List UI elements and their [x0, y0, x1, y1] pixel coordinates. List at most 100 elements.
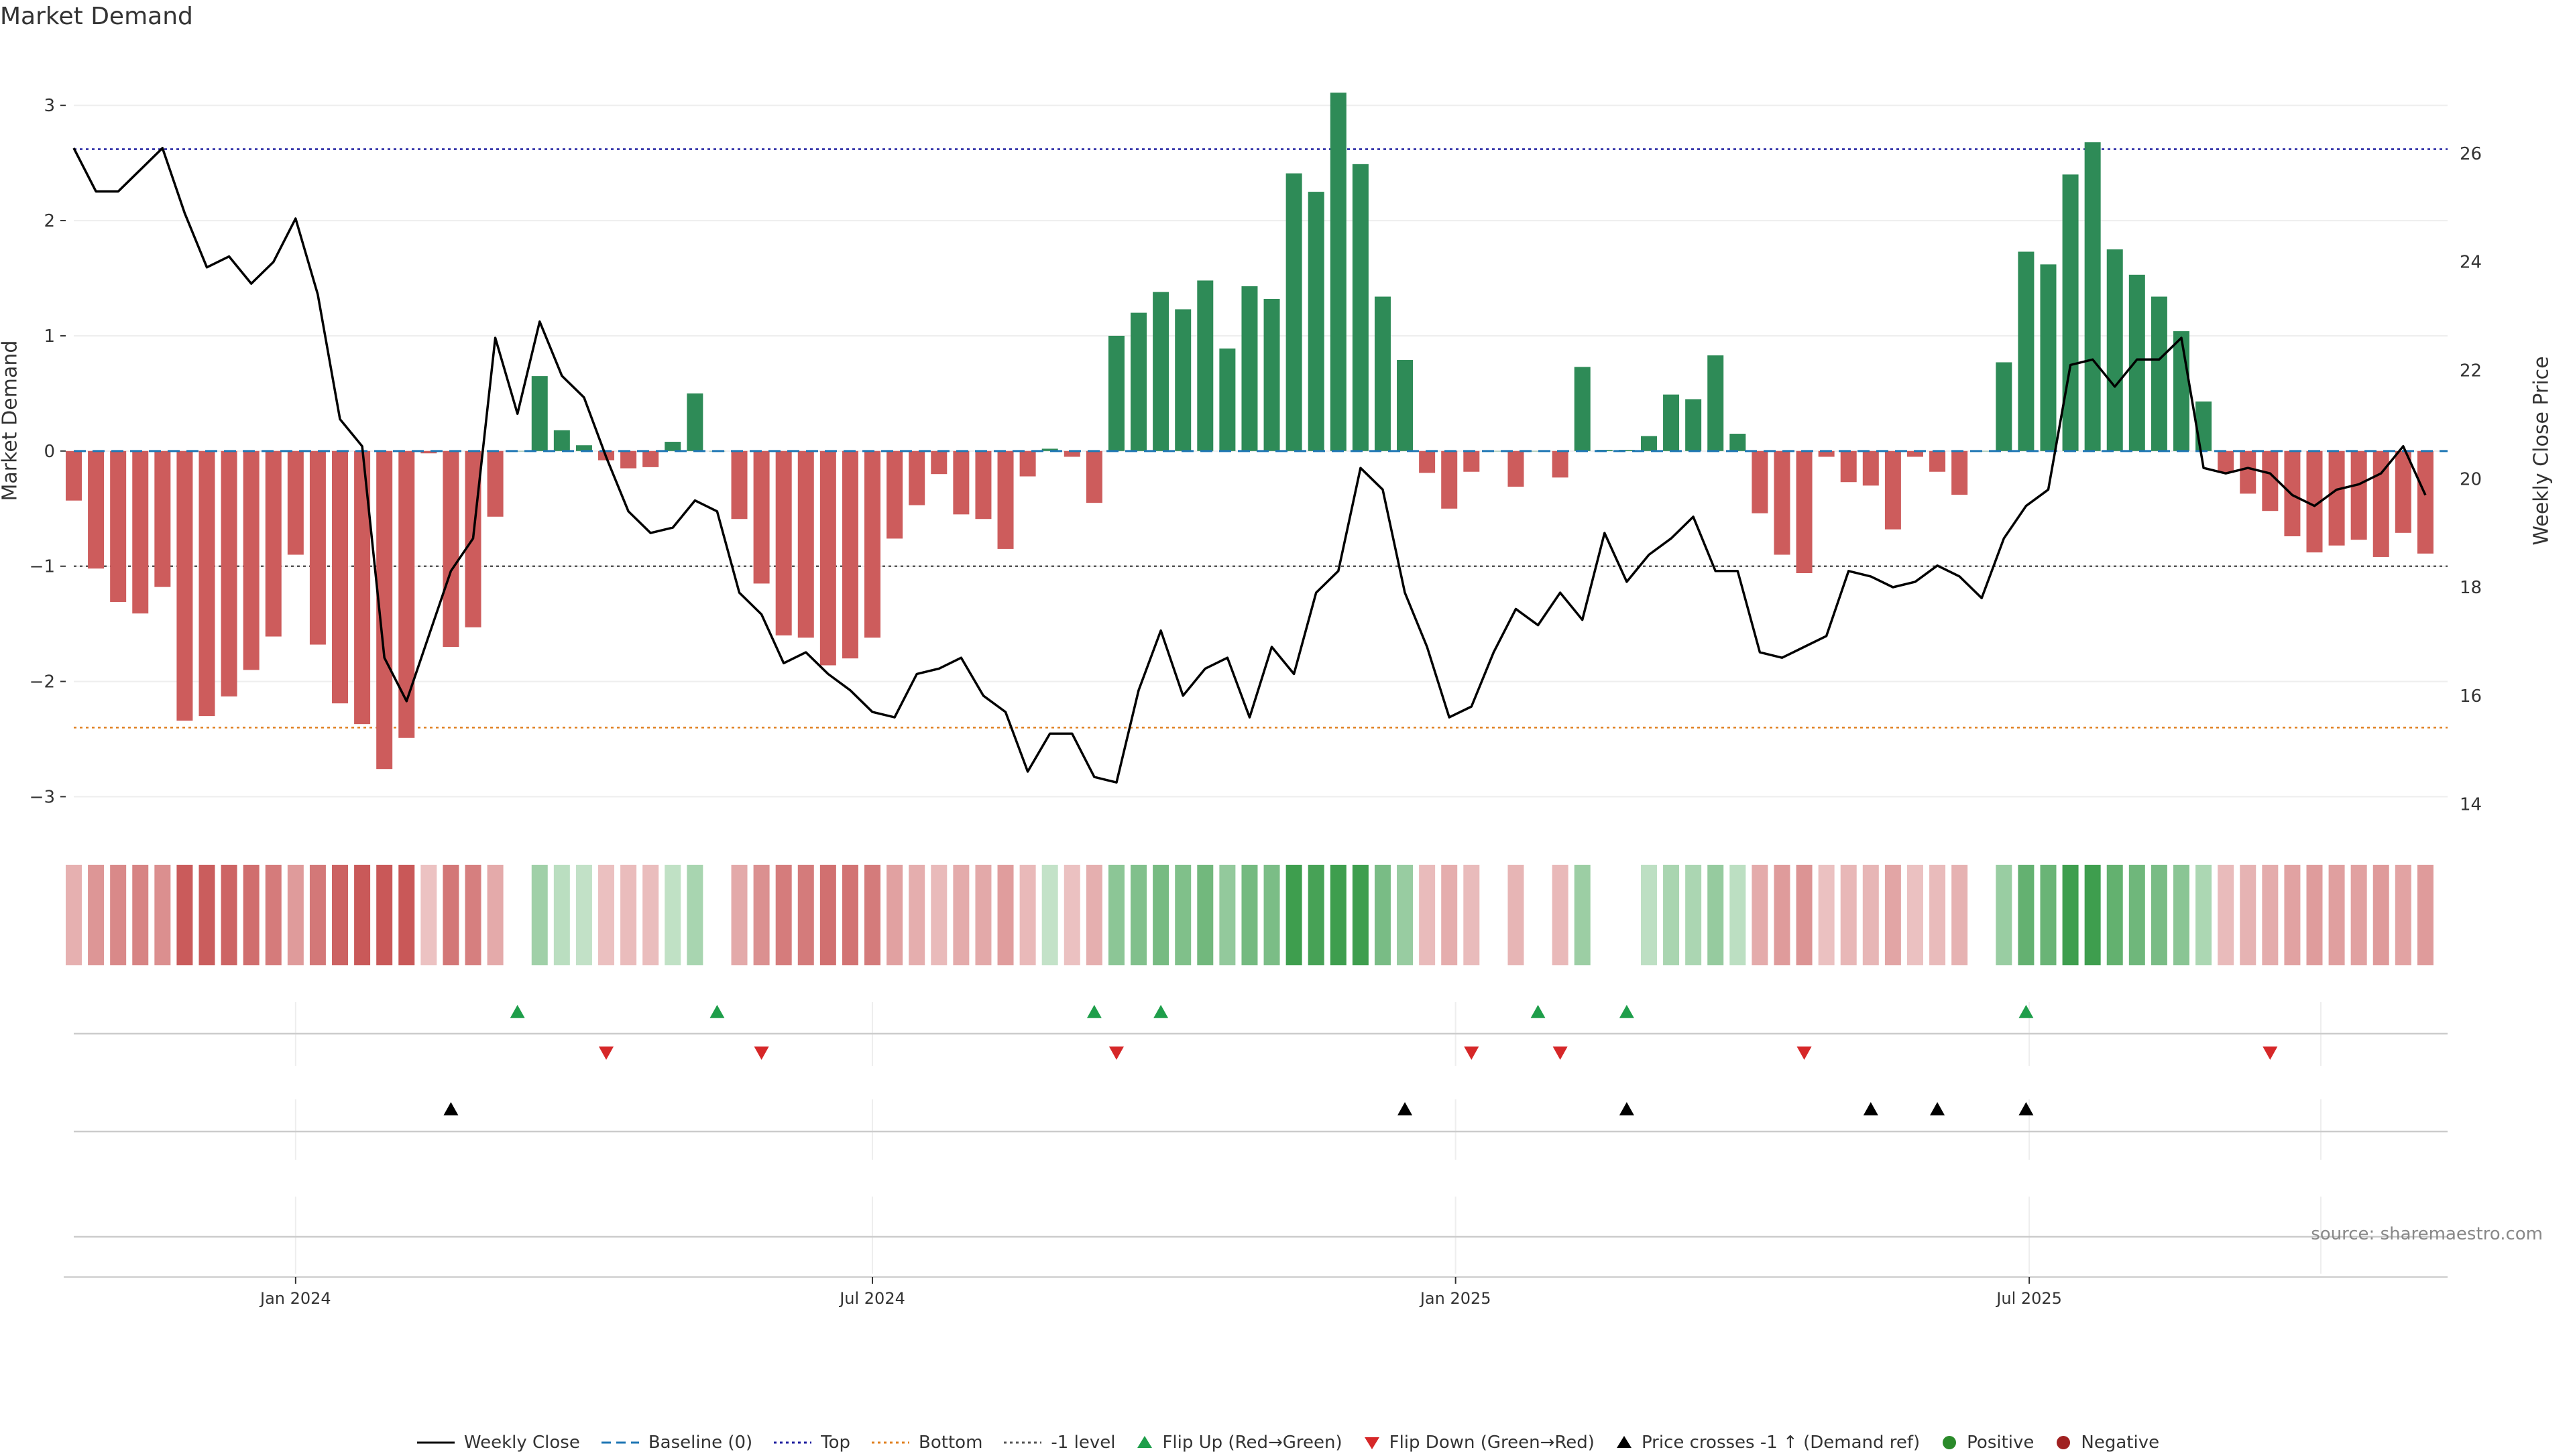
flip-up-marker	[2018, 1005, 2034, 1018]
heat-strip-cell	[1507, 865, 1524, 965]
heat-strip-cell	[1263, 865, 1280, 965]
demand-bar	[1796, 450, 1813, 573]
price-cross-marker	[2018, 1102, 2034, 1115]
legend-swatch-icon	[1137, 1436, 1153, 1448]
heat-strip-cell	[1884, 865, 1901, 965]
price-cross-marker	[1930, 1102, 1945, 1115]
flip-down-marker	[754, 1046, 769, 1060]
heat-strip-cell	[287, 865, 304, 965]
heat-strip-cell	[2040, 865, 2057, 965]
legend-label: Positive	[1967, 1433, 2035, 1453]
heat-strip-cell	[1729, 865, 1746, 965]
flip-up-marker	[510, 1005, 525, 1018]
demand-bar	[1552, 450, 1568, 478]
demand-bar	[997, 450, 1014, 549]
price-cross-marker	[1397, 1102, 1413, 1115]
demand-bar	[1840, 450, 1857, 483]
heat-strip-cell	[2240, 865, 2256, 965]
y-tick-label: 0	[44, 442, 55, 462]
demand-bar	[1131, 312, 1147, 451]
heat-strip-cell	[376, 865, 393, 965]
chart-title: Market Demand	[0, 3, 193, 30]
demand-bar	[1906, 450, 1923, 457]
demand-bar	[2240, 450, 2256, 494]
heat-strip-cell	[1419, 865, 1436, 965]
demand-bar	[154, 450, 171, 587]
heat-strip-cell	[2173, 865, 2189, 965]
demand-bar	[1086, 450, 1102, 503]
heat-strip-cell	[2106, 865, 2123, 965]
demand-bar	[2018, 251, 2035, 451]
demand-bar	[1574, 367, 1591, 451]
demand-bar	[1175, 309, 1192, 451]
heat-strip-cell	[110, 865, 127, 965]
heat-strip-cell	[1064, 865, 1080, 965]
heat-strip-cell	[2195, 865, 2212, 965]
flip-down-marker	[599, 1046, 614, 1060]
demand-bar	[176, 450, 193, 721]
heat-strip-cell	[553, 865, 570, 965]
y2-tick-label: 18	[2460, 578, 2482, 598]
demand-bar	[1352, 164, 1369, 451]
heat-strip-cell	[731, 865, 748, 965]
heat-strip-cell	[221, 865, 237, 965]
demand-bar	[1530, 450, 1546, 452]
demand-bar	[1884, 450, 1901, 530]
legend-swatch-icon	[872, 1441, 910, 1444]
heat-strip-cell	[864, 865, 881, 965]
flip-down-marker	[1108, 1046, 1124, 1060]
heat-strip-cell	[132, 865, 149, 965]
heat-strip-cell	[1397, 865, 1414, 965]
heat-strip-cell	[1818, 865, 1835, 965]
demand-bar	[2128, 274, 2145, 451]
demand-bar	[2062, 174, 2079, 451]
legend-label: Flip Up (Red→Green)	[1162, 1433, 1342, 1453]
demand-bar	[1818, 450, 1835, 457]
legend-item: Price crosses -1 ↑ (Demand ref)	[1615, 1433, 1920, 1453]
y2-tick-label: 22	[2460, 361, 2482, 381]
flip-down-marker	[1464, 1046, 1479, 1060]
demand-bar	[2151, 296, 2167, 451]
demand-bar	[420, 450, 437, 454]
legend-label: -1 level	[1051, 1433, 1116, 1453]
heat-strip-cell	[66, 865, 82, 965]
heat-strip-cell	[2306, 865, 2323, 965]
demand-bar	[1663, 394, 1680, 451]
demand-bar	[931, 450, 948, 475]
heat-strip-cell	[997, 865, 1014, 965]
heat-strip-cell	[1485, 865, 1502, 965]
legend-swatch-icon	[1616, 1436, 1632, 1448]
legend-swatch-icon	[416, 1441, 455, 1444]
demand-bar	[909, 450, 925, 505]
heat-strip-cell	[1640, 865, 1657, 965]
heat-strip-cell	[2328, 865, 2345, 965]
heat-strip-cell	[1707, 865, 1724, 965]
demand-bar	[531, 376, 548, 451]
demand-bar	[620, 450, 637, 469]
heat-strip-cell	[909, 865, 925, 965]
price-cross-marker	[443, 1102, 459, 1115]
flip-down-marker	[2263, 1046, 2278, 1060]
demand-bar	[1041, 448, 1058, 451]
heat-strip-cell	[598, 865, 615, 965]
demand-bar	[1285, 173, 1302, 451]
price-cross-marker	[1863, 1102, 1878, 1115]
heat-strip-cell	[265, 865, 282, 965]
heat-strip-cell	[198, 865, 215, 965]
demand-bar	[1064, 450, 1080, 457]
legend-swatch-icon	[1004, 1441, 1042, 1444]
demand-bar	[1441, 450, 1458, 509]
heat-strip-cell	[487, 865, 504, 965]
heat-strip-cell	[1973, 865, 1990, 965]
heat-strip-cell	[2417, 865, 2434, 965]
demand-bar	[309, 450, 326, 645]
demand-bar	[1685, 399, 1702, 451]
demand-bar	[332, 450, 349, 704]
demand-bar	[797, 450, 814, 638]
demand-bar	[2173, 331, 2189, 451]
x-tick-label: Jan 2025	[1419, 1289, 1491, 1308]
legend-item: Top	[772, 1433, 850, 1453]
demand-bar	[1996, 362, 2012, 451]
y2-tick-label: 16	[2460, 686, 2482, 707]
heat-strip-cell	[575, 865, 592, 965]
